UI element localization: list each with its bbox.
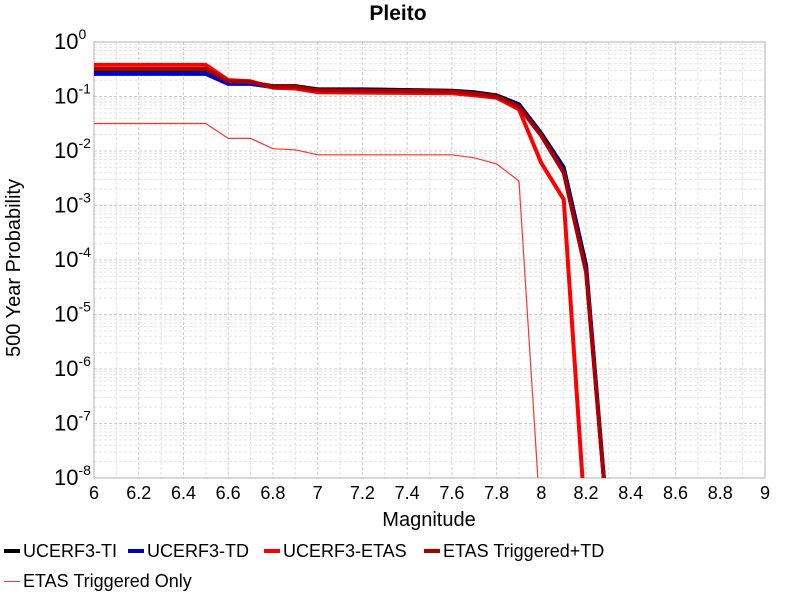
x-axis-label: Magnitude (382, 509, 475, 531)
chart: Pleito 6 6.2 6.4 6.6 6.8 7 7.2 7.4 7.6 7.8 8 8.2 8.4… (3, 2, 770, 531)
legend-swatch (4, 580, 20, 582)
legend-swatch (424, 549, 440, 553)
x-tick-label: 8 (536, 483, 546, 503)
legend-label: UCERF3-TD (147, 540, 249, 561)
x-tick-label: 8.4 (618, 483, 643, 503)
y-axis-ticks: 100 10-1 10-2 10-3 10-4 10-5 10-6 10-7 10-8 (54, 26, 91, 490)
x-tick-label: 9 (760, 483, 770, 503)
legend-label: UCERF3-ETAS (283, 540, 407, 561)
plot-area (93, 41, 766, 479)
y-tick-label: 10-5 (54, 299, 91, 327)
x-tick-label: 8.8 (708, 483, 733, 503)
legend-swatch (264, 549, 280, 553)
y-tick-label: 10-2 (54, 135, 91, 163)
legend-item-ucerf3-td: UCERF3-TD (128, 540, 249, 562)
legend-item-etas-triggered-only: ETAS Triggered Only (4, 570, 192, 592)
y-tick-label: 10-8 (54, 462, 91, 490)
legend-item-etas-triggered-td: ETAS Triggered+TD (424, 540, 604, 562)
y-tick-label: 10-4 (54, 244, 91, 272)
series-line-etas-triggered-td (94, 67, 606, 478)
x-axis-ticks: 6 6.2 6.4 6.6 6.8 7 7.2 7.4 7.6 7.8 8 8.2 8.4 8.6 8.8 9 (89, 483, 770, 503)
x-tick-label: 7.2 (350, 483, 375, 503)
y-tick-label: 100 (54, 26, 86, 54)
legend-swatch (4, 549, 20, 553)
series-line-etas-triggered-only (94, 122, 539, 478)
y-axis-label: 500 Year Probability (3, 179, 25, 357)
chart-title: Pleito (369, 2, 426, 25)
x-tick-label: 7 (313, 483, 323, 503)
legend-label: ETAS Triggered+TD (443, 540, 605, 561)
x-tick-label: 8.2 (574, 483, 599, 503)
y-tick-label: 10-7 (54, 408, 91, 436)
series-layer (94, 62, 606, 478)
x-tick-label: 7.6 (439, 483, 464, 503)
legend-swatch (128, 549, 144, 553)
legend-item-ucerf3-etas: UCERF3-ETAS (264, 540, 407, 562)
legend-label: ETAS Triggered Only (23, 570, 192, 591)
y-tick-label: 10-6 (54, 353, 91, 381)
x-tick-label: 6.8 (260, 483, 285, 503)
y-tick-label: 10-3 (54, 190, 91, 218)
x-tick-label: 6.4 (171, 483, 196, 503)
x-tick-label: 7.8 (484, 483, 509, 503)
legend: UCERF3-TI UCERF3-TD UCERF3-ETAS ETAS Tri… (0, 538, 800, 598)
x-tick-label: 6.6 (216, 483, 241, 503)
legend-label: UCERF3-TI (23, 540, 117, 561)
x-tick-label: 6.2 (126, 483, 151, 503)
x-tick-label: 6 (89, 483, 99, 503)
legend-item-ucerf3-ti: UCERF3-TI (4, 540, 117, 562)
y-tick-label: 10-1 (54, 81, 91, 109)
x-tick-label: 8.6 (663, 483, 688, 503)
x-tick-label: 7.4 (395, 483, 420, 503)
grid (93, 42, 766, 479)
